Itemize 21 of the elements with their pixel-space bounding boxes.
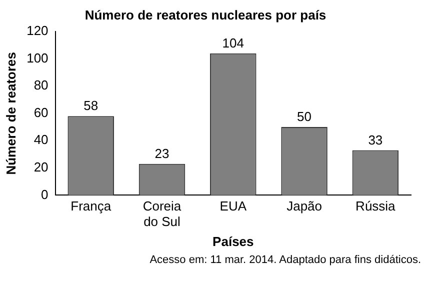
data-label: 104 (222, 35, 244, 50)
data-label: 50 (297, 109, 312, 124)
chart-title: Número de reatores nucleares por país (84, 7, 326, 22)
x-tick-label: França (70, 198, 112, 214)
y-tick-label: 80 (34, 78, 48, 93)
y-tick-label: 100 (26, 50, 48, 66)
x-tick-label: Japão (286, 198, 322, 214)
data-label: 33 (368, 132, 383, 148)
y-tick-label: 60 (34, 104, 48, 120)
x-axis-title: Países (212, 234, 254, 249)
y-axis-title: Número de reatores (3, 52, 18, 175)
y-tick-label: 0 (41, 186, 48, 202)
data-label: 23 (154, 146, 170, 161)
y-tick-label: 40 (34, 132, 48, 148)
x-tick-label: EUA (220, 198, 247, 214)
text: Acesso em: 11 mar. 2014. Adaptado para fins didáticos. (148, 253, 422, 266)
y-tick-label: 20 (34, 160, 48, 175)
x-tick-label: Rússia (356, 198, 396, 214)
x-tick-label: Coreia do Sul (142, 198, 182, 230)
y-tick-label: 120 (26, 23, 48, 38)
data-label: 58 (84, 98, 98, 114)
